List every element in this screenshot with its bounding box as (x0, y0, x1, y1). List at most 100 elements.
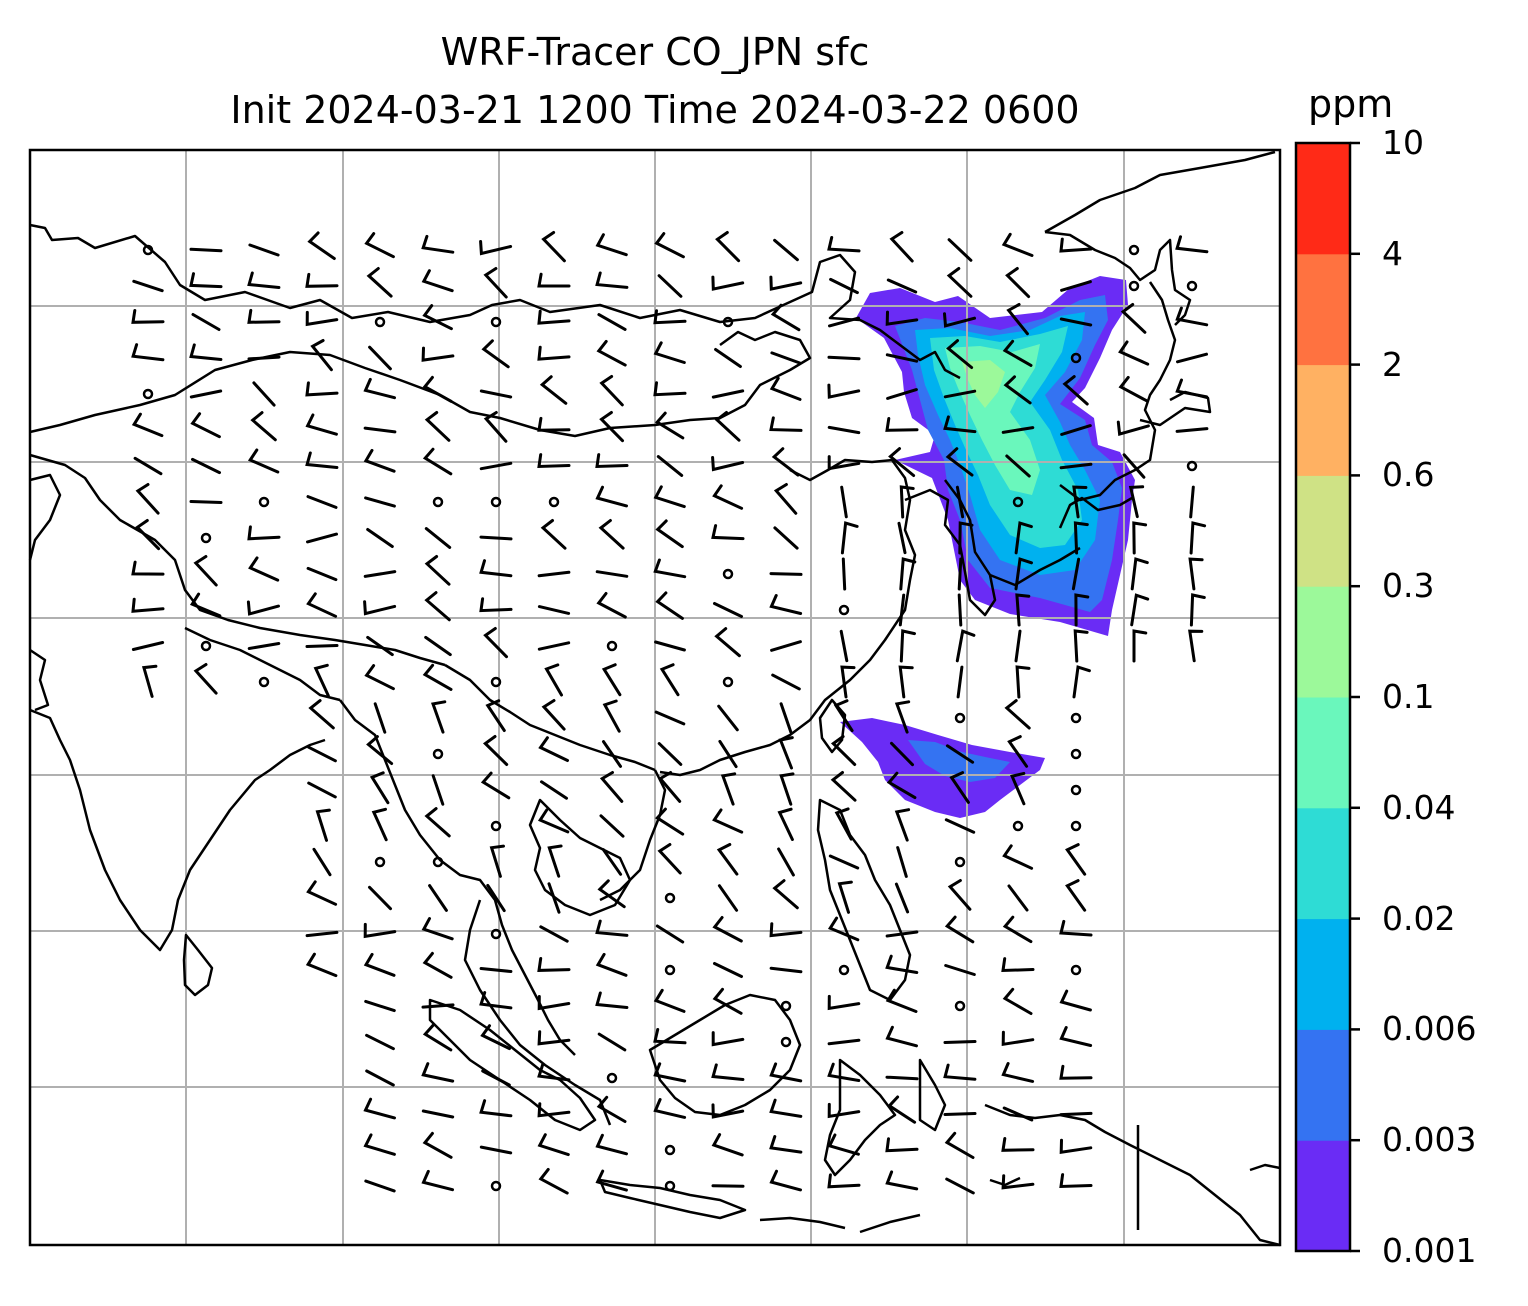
wind-barb (306, 532, 338, 544)
wind-barb (773, 238, 799, 262)
wind-barb (537, 416, 571, 432)
wind-barb (368, 345, 392, 371)
wind-barb (1072, 665, 1091, 699)
wind-barb (654, 411, 685, 440)
wind-barb (1059, 989, 1092, 1012)
calm-wind-marker (838, 604, 850, 616)
wind-barb (306, 592, 338, 618)
calm-wind-marker (664, 964, 676, 976)
wind-barb (312, 847, 332, 877)
wind-barb (769, 1169, 802, 1192)
wind-barb (888, 447, 916, 477)
wind-barb (366, 528, 394, 548)
wind-barb (955, 629, 976, 663)
wind-barb (599, 771, 624, 803)
wind-barb (421, 917, 454, 941)
wind-barb (424, 527, 452, 549)
wind-barb (1120, 303, 1147, 334)
wind-barb (894, 808, 911, 842)
wind-barb (943, 389, 977, 399)
wind-barb (305, 451, 339, 469)
wind-barb (1175, 378, 1209, 399)
wind-barb (1005, 267, 1031, 299)
calm-wind-marker (490, 676, 502, 688)
wind-barb (1175, 235, 1209, 254)
wind-barb (595, 233, 628, 257)
wind-barb (1060, 280, 1092, 292)
wind-barb (957, 557, 963, 591)
wind-barb (778, 736, 794, 770)
wind-barb (827, 455, 861, 471)
wind-barb (428, 884, 448, 912)
wind-barb (772, 879, 799, 910)
wind-barbs (131, 231, 1209, 1195)
wind-barb (364, 664, 395, 691)
wind-barb (944, 818, 976, 834)
wind-barb (1059, 237, 1093, 253)
wind-barb (887, 1095, 917, 1124)
wind-barb (305, 952, 338, 978)
wind-barb (1059, 1138, 1093, 1154)
wind-barb (421, 1109, 455, 1119)
wind-barb (595, 919, 629, 937)
wind-barb (538, 736, 569, 762)
wind-barb (943, 1112, 977, 1116)
wind-barb (885, 1170, 919, 1191)
wind-barb (537, 957, 571, 972)
calm-wind-marker (374, 856, 386, 868)
wind-barb (365, 1033, 395, 1051)
wind-barb (422, 375, 453, 403)
wind-barb (539, 375, 568, 405)
wind-barb (422, 951, 453, 979)
wind-barb (769, 376, 802, 401)
wind-barb (363, 448, 396, 473)
wind-barb (189, 272, 223, 289)
wind-barb (246, 600, 280, 616)
wind-barb (714, 348, 742, 368)
wind-barb (307, 781, 337, 799)
wind-barb (1015, 665, 1031, 699)
wind-barb (371, 807, 388, 842)
wind-barb (424, 555, 451, 586)
wind-barb (481, 1069, 511, 1087)
wind-barb (193, 663, 218, 695)
wind-barb (599, 411, 624, 443)
wind-barb (827, 383, 861, 399)
wind-barb (1059, 1111, 1093, 1117)
wind-barb (885, 1025, 918, 1048)
wind-barb (483, 411, 508, 443)
wind-barb (1118, 375, 1149, 403)
calm-wind-marker (432, 748, 444, 760)
calm-wind-marker (490, 928, 502, 940)
wind-barb (247, 355, 281, 361)
colorbar-tick-label: 0.6 (1382, 455, 1435, 495)
wind-barb (946, 339, 974, 369)
wind-barb (1059, 919, 1093, 937)
wind-barb (313, 663, 330, 698)
wind-barb (537, 309, 571, 325)
calm-wind-marker (490, 1180, 502, 1192)
wind-barb (1001, 1030, 1035, 1047)
wind-barb (894, 882, 910, 914)
calm-wind-marker (780, 1000, 792, 1012)
wind-barb (711, 1063, 745, 1081)
wind-barb (958, 521, 974, 555)
calm-wind-marker (664, 1144, 676, 1156)
wind-barb (655, 519, 684, 549)
wind-barb (1010, 771, 1026, 806)
wind-barb (540, 780, 568, 800)
wind-barb (943, 415, 977, 434)
wind-barb (595, 570, 629, 578)
calm-wind-marker (1186, 460, 1198, 472)
wind-barb (769, 1135, 803, 1154)
wind-barb (248, 556, 280, 582)
colorbar-swatch (1296, 918, 1350, 1030)
wind-barb (711, 389, 745, 399)
wind-barb (479, 559, 513, 578)
wind-barb (537, 605, 571, 615)
wind-barb (1059, 1064, 1093, 1080)
wind-barb (713, 962, 743, 978)
wind-barb (653, 558, 687, 579)
wind-barb (306, 880, 338, 906)
wind-barb (885, 988, 918, 1013)
